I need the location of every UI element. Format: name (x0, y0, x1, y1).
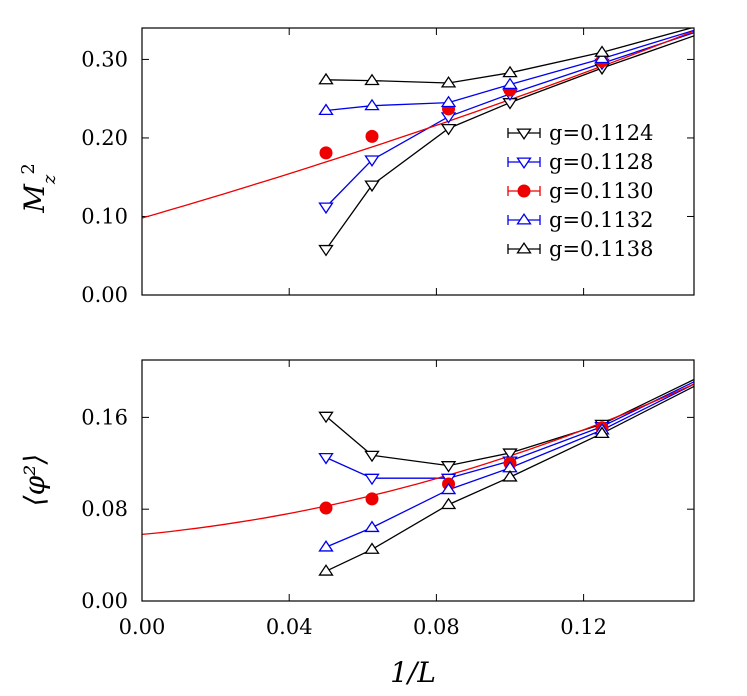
fit-curve (142, 383, 694, 536)
data-point (594, 426, 610, 438)
data-point (440, 123, 457, 136)
data-point (364, 155, 380, 167)
data-point (502, 470, 518, 482)
data-point (318, 103, 334, 116)
legend-marker (516, 241, 532, 254)
y-tick-label: 0.30 (81, 47, 128, 71)
plot-frame (141, 359, 695, 602)
y-axis-label-top: Mz2 (18, 163, 60, 214)
extrapolation-line (601, 383, 694, 431)
data-point (502, 77, 518, 90)
data-point (502, 448, 518, 460)
data-point (440, 75, 457, 88)
y-tick-label: 0.08 (81, 497, 128, 521)
plot-area (142, 378, 694, 576)
data-point (364, 180, 380, 193)
x-axis-label: 1/L (390, 656, 436, 689)
legend-marker (516, 157, 532, 170)
series-line (325, 51, 603, 84)
y-tick-label: 0.00 (81, 283, 128, 307)
data-point (365, 129, 379, 143)
data-point (502, 65, 518, 78)
data-point (364, 473, 380, 486)
legend-label: g=0.1124 (549, 121, 654, 145)
y-tick-label: 0.16 (81, 405, 128, 429)
legend-marker (516, 128, 532, 141)
data-point (319, 146, 333, 160)
data-point (364, 450, 380, 463)
legend: g=0.1124 g=0.1128 g=0.1130 g=0.1132 g=0.1138 (507, 121, 654, 261)
data-point (594, 51, 610, 64)
data-point (318, 244, 334, 257)
y-tick-label: 0.20 (81, 126, 128, 150)
data-point (318, 564, 334, 576)
data-point (594, 45, 610, 57)
extrapolation-line (601, 29, 694, 60)
series-line (325, 415, 603, 467)
data-point (364, 520, 380, 533)
top-panel: 0.00 0.10 0.20 0.30 (81, 27, 695, 307)
data-point (440, 95, 457, 108)
data-point (319, 501, 333, 515)
y-tick-label: 0.00 (81, 589, 128, 613)
data-point (364, 542, 380, 554)
extrapolation-line (601, 32, 694, 64)
data-point (365, 492, 379, 506)
x-tick-label: 0.08 (413, 615, 460, 639)
legend-label: g=0.1128 (549, 150, 654, 174)
x-tick-label: 0.12 (560, 615, 607, 639)
plot-area (142, 28, 694, 257)
data-point (318, 540, 334, 552)
data-point (364, 98, 380, 111)
data-point (318, 202, 334, 215)
data-point (318, 452, 334, 465)
data-point (318, 72, 334, 85)
x-tick-label: 0.00 (119, 615, 166, 639)
legend-label: g=0.1130 (549, 179, 654, 203)
y-axis-label-bottom: ⟨φ²⟩ (18, 454, 51, 507)
plot-frame (141, 27, 695, 296)
legend-label: g=0.1132 (549, 208, 654, 232)
data-point (440, 461, 457, 473)
data-point (318, 411, 334, 424)
extrapolation-line (601, 28, 694, 53)
data-point (364, 73, 380, 86)
data-point (440, 482, 457, 495)
data-point (440, 497, 457, 510)
y-tick-label: 0.10 (81, 204, 128, 228)
legend-marker (516, 212, 532, 225)
legend-label: g=0.1138 (549, 237, 654, 261)
extrapolation-line (601, 35, 694, 69)
x-tick-label: 0.04 (266, 615, 313, 639)
legend-marker (517, 184, 531, 198)
bottom-panel: 0.00 0.08 0.16 0.00 0.04 0.08 0.12 (81, 359, 695, 639)
extrapolation-line (601, 385, 694, 435)
